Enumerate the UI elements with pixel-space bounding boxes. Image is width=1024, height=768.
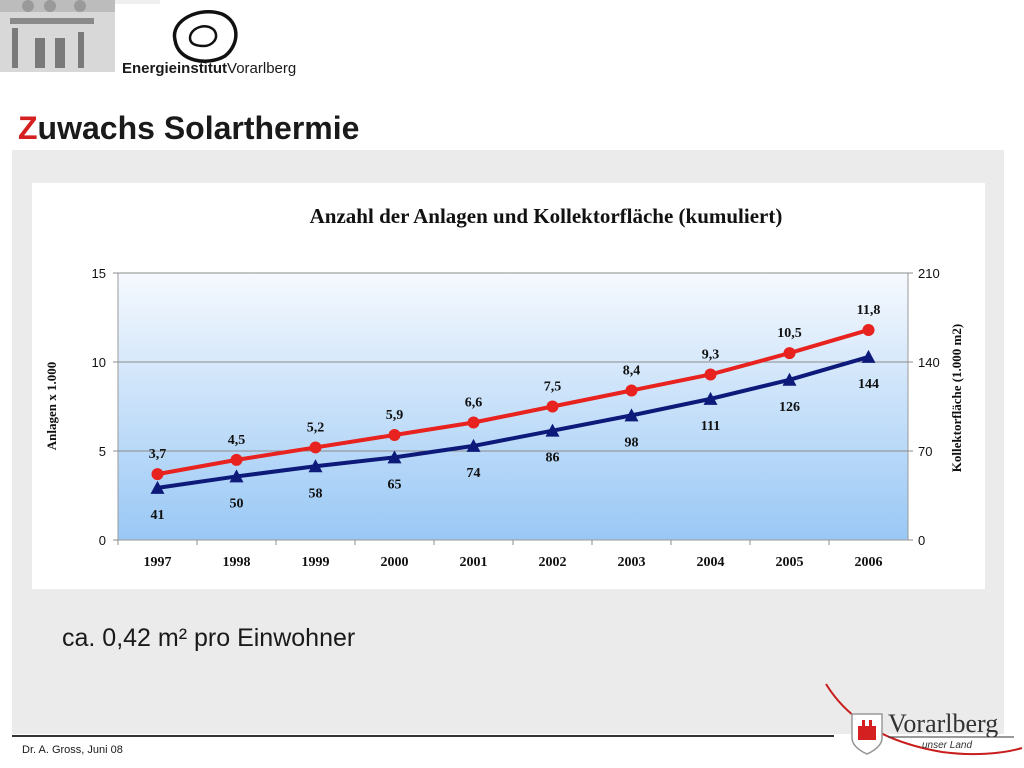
- series-1-data-label: 6,6: [465, 396, 483, 411]
- footer-divider: [12, 735, 834, 737]
- series-line-2: [157, 354, 870, 490]
- chart-container: Anzahl der Anlagen und Kollektorfläche (…: [32, 183, 985, 589]
- series-1-marker: [862, 323, 875, 336]
- series-2-marker: [229, 469, 244, 483]
- series-1-data-label: 4,5: [228, 433, 246, 448]
- coat-of-arms-icon: [851, 713, 883, 755]
- series-2-data-label: 126: [779, 400, 800, 415]
- series-1-marker: [625, 384, 638, 397]
- series-2-marker: [150, 480, 165, 494]
- series-1-marker: [151, 468, 164, 481]
- x-tick-label: 2002: [539, 555, 567, 570]
- series-1-marker: [309, 441, 322, 454]
- right-tick-label: 70: [918, 444, 932, 459]
- right-tick-label: 140: [918, 355, 940, 370]
- brand-name: EnergieinstitutVorarlberg: [122, 60, 296, 77]
- right-tick-label: 210: [918, 266, 940, 281]
- vorarlberg-logo: Vorarlberg unser Land: [825, 683, 1023, 756]
- brand-regular: Vorarlberg: [227, 60, 297, 77]
- x-tick-label: 1997: [144, 555, 172, 570]
- series-2-marker: [624, 408, 639, 422]
- title-rest: uwachs Solarthermie: [37, 110, 360, 146]
- right-tick-label: 0: [918, 533, 925, 548]
- page-title: Zuwachs Solarthermie: [18, 110, 359, 147]
- series-layer: 3,7 4,5 5,2 5,9 6,6 7,5 8,4 9,3 10,5 11,8 41 50 58 65…: [149, 303, 881, 523]
- per-capita-note: ca. 0,42 m² pro Einwohner: [62, 624, 356, 652]
- series-2-marker: [861, 349, 876, 363]
- series-1-data-label: 8,4: [623, 363, 641, 378]
- brand-bold: Energieinstitut: [122, 60, 228, 77]
- series-2-marker: [466, 438, 481, 452]
- logo-swoosh-icon: [825, 683, 1023, 756]
- x-tick-label: 2005: [776, 555, 804, 570]
- x-tick-label: 2001: [460, 555, 488, 570]
- series-2-data-label: 50: [230, 496, 244, 511]
- series-1-data-label: 10,5: [777, 326, 802, 341]
- series-1-data-label: 9,3: [702, 347, 720, 362]
- series-2-marker: [782, 372, 797, 386]
- region-logo-sub: unser Land: [922, 740, 972, 751]
- left-axis-ticks: 0 5 10 15: [92, 266, 118, 548]
- series-1-data-label: 7,5: [544, 380, 562, 395]
- energieinstitut-logo: [0, 0, 238, 72]
- series-2-data-label: 41: [151, 508, 165, 523]
- series-2-data-label: 58: [309, 486, 323, 501]
- sun-ring-icon: [172, 10, 238, 63]
- left-tick-label: 10: [92, 355, 106, 370]
- y-left-axis-label: Anlagen x 1.000: [44, 362, 59, 450]
- series-2-marker: [308, 459, 323, 473]
- x-tick-label: 2004: [697, 555, 725, 570]
- x-tick-label: 1998: [223, 555, 251, 570]
- series-1-marker: [230, 453, 243, 466]
- chart: Anzahl der Anlagen und Kollektorfläche (…: [44, 204, 964, 570]
- left-tick-label: 5: [99, 444, 106, 459]
- series-1-data-label: 3,7: [149, 447, 167, 462]
- series-1-data-label: 5,9: [386, 408, 404, 423]
- series-1-data-label: 11,8: [857, 303, 881, 318]
- series-2-data-label: 86: [546, 451, 560, 466]
- series-2-data-label: 98: [625, 435, 639, 450]
- title-first-letter: Z: [18, 110, 38, 146]
- region-logo-text: Vorarlberg: [888, 709, 998, 738]
- left-tick-label: 15: [92, 266, 106, 281]
- series-1-marker: [704, 368, 717, 381]
- left-tick-label: 0: [99, 533, 106, 548]
- plot-area: [117, 272, 909, 541]
- series-1-marker: [783, 347, 796, 360]
- series-2-data-label: 111: [701, 419, 720, 434]
- series-2-marker: [703, 391, 718, 405]
- series-line-1: [157, 328, 870, 477]
- building-logo-icon: [0, 0, 160, 72]
- x-tick-label: 2003: [618, 555, 646, 570]
- series-1-data-label: 5,2: [307, 420, 325, 435]
- series-2-data-label: 144: [858, 377, 879, 392]
- gridlines: [118, 272, 908, 452]
- x-tick-label: 1999: [302, 555, 330, 570]
- footer-author-date: Dr. A. Gross, Juni 08: [22, 744, 123, 756]
- series-2-marker: [545, 423, 560, 437]
- series-2-marker: [387, 450, 402, 464]
- chart-title: Anzahl der Anlagen und Kollektorfläche (…: [310, 204, 783, 228]
- series-1-marker: [388, 428, 401, 441]
- series-2-data-label: 65: [388, 477, 402, 492]
- x-tick-label: 2000: [381, 555, 409, 570]
- right-axis-ticks: 0 70 140 210: [908, 266, 940, 548]
- series-2-data-label: 74: [467, 466, 481, 481]
- y-right-axis-label: Kollektorfläche (1.000 m2): [949, 324, 964, 472]
- x-tick-label: 2006: [855, 555, 883, 570]
- series-1-marker: [546, 400, 559, 413]
- x-axis-ticks: 1997 1998 1999 2000 2001 2002 2003 2004 2005 2006: [117, 540, 883, 570]
- series-1-marker: [467, 416, 480, 429]
